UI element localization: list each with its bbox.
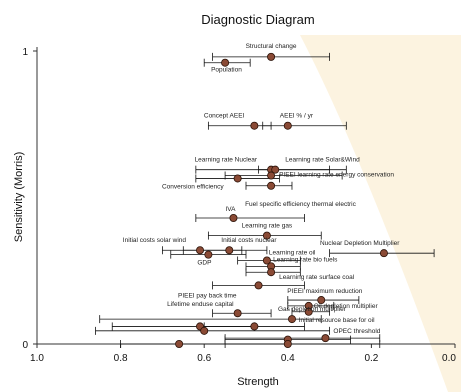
point-label: Learning rate bio fuels (273, 256, 338, 263)
y-tick-label: 0 (22, 340, 28, 351)
point-label: Fuel specific efficiency thermal electri… (245, 201, 357, 208)
point-label: Learning rate gas (242, 223, 293, 230)
data-point (271, 165, 280, 174)
data-point (267, 171, 276, 180)
data-point (317, 296, 326, 305)
data-point (225, 246, 234, 255)
data-point (379, 249, 388, 258)
data-point (267, 268, 276, 277)
point-label: OPEC threshold (333, 328, 380, 335)
data-point (233, 309, 242, 318)
point-labels: Structural change Population Concept AEEI A… (123, 43, 400, 335)
data-point (175, 339, 184, 348)
point-label: Oil depletion multiplier (314, 303, 379, 310)
wedge-shape (300, 35, 461, 392)
point-label: Learning rate Nuclear (195, 157, 258, 164)
point-label: PIEEI learning rate energy conservation (279, 172, 394, 179)
data-point (233, 174, 242, 183)
point-label: IVA (225, 206, 236, 213)
x-tick-label: 1.0 (30, 353, 44, 364)
data-point (267, 52, 276, 61)
x-tick-label: 0.8 (114, 353, 128, 364)
point-label: Concept AEEI (204, 113, 245, 120)
y-axis-label: Sensitivity (Morris) (13, 152, 25, 242)
point-label: PIEEI maximum reduction (287, 288, 363, 295)
x-axis-label: Strength (237, 376, 279, 388)
point-label: Learning rate oil (269, 249, 316, 256)
data-point (229, 214, 238, 223)
x-tick-label: 0.6 (197, 353, 211, 364)
background-wedge (300, 35, 461, 392)
x-tick-label: 0.2 (364, 353, 378, 364)
data-point (204, 250, 213, 259)
data-points (175, 52, 388, 348)
data-point (283, 339, 292, 348)
point-label: GDP (197, 260, 211, 267)
data-point (250, 322, 259, 331)
point-label: Learning rate Solar&Wind (285, 157, 360, 164)
x-tick-label: 0.4 (281, 353, 295, 364)
point-label: Conversion efficiency (162, 183, 224, 190)
data-point (262, 256, 271, 265)
point-label: Learning rate surface coal (279, 274, 355, 281)
y-tick-label: 1 (22, 47, 28, 58)
error-bars (95, 52, 435, 348)
x-tick-label: 0.0 (442, 353, 456, 364)
data-point (221, 58, 230, 67)
point-label: Population (211, 67, 242, 74)
point-label: Gas depletion multiplier (278, 306, 347, 313)
data-point (287, 315, 296, 324)
point-label: Initial costs solar wind (123, 237, 187, 244)
point-label: Structural change (246, 43, 297, 50)
chart-title: Diagnostic Diagram (201, 12, 314, 27)
point-label: AEEI % / yr (280, 113, 314, 120)
data-point (250, 121, 259, 130)
data-point (196, 246, 205, 255)
point-label: Lifetime enduse capital (167, 301, 234, 308)
data-point (267, 181, 276, 190)
data-point (200, 326, 209, 335)
data-point (321, 334, 330, 343)
point-label: Nuclear Depletion Multiplier (320, 240, 400, 247)
data-point (262, 231, 271, 240)
point-label: PIEEI pay back time (178, 292, 237, 299)
data-point (283, 121, 292, 130)
data-point (304, 307, 313, 316)
data-point (254, 281, 263, 290)
point-label: Initial resource base for oil (299, 317, 375, 324)
point-label: Initial costs nuclear (221, 237, 277, 244)
